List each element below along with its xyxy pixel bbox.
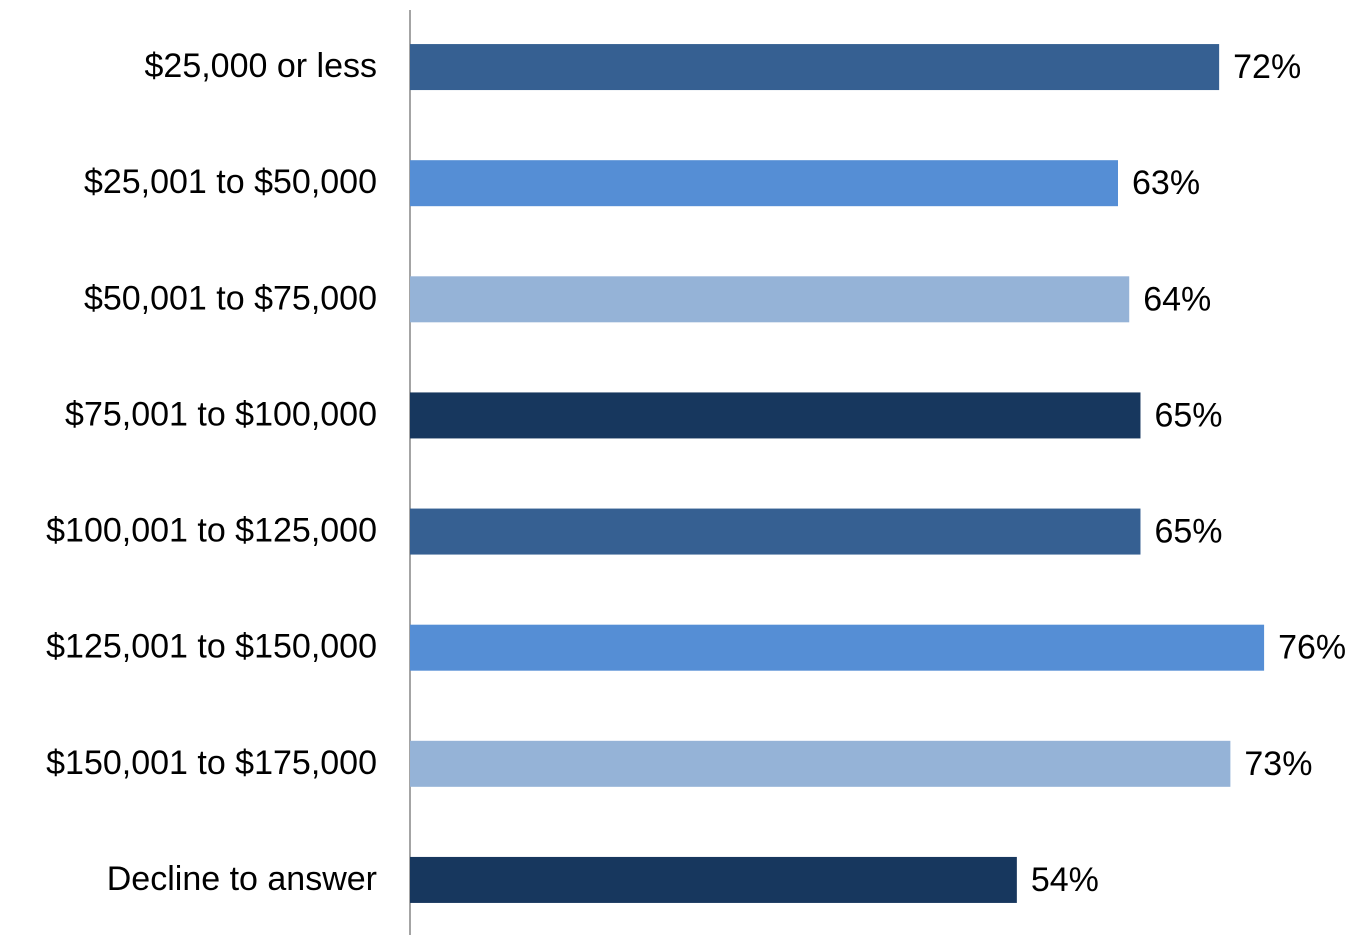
category-label: $150,001 to $175,000	[46, 744, 377, 782]
bar	[410, 740, 1231, 787]
category-label: $25,001 to $50,000	[84, 163, 377, 201]
bar	[410, 508, 1141, 555]
bar	[410, 160, 1118, 207]
value-label: 63%	[1132, 164, 1200, 202]
category-label: Decline to answer	[107, 860, 377, 898]
category-label: $75,001 to $100,000	[65, 395, 377, 433]
category-label: $25,000 or less	[145, 47, 378, 85]
value-label: 65%	[1154, 513, 1222, 551]
bar	[410, 856, 1017, 903]
bar	[410, 624, 1265, 671]
value-label: 76%	[1278, 629, 1346, 667]
bar	[410, 276, 1130, 323]
category-label: $50,001 to $75,000	[84, 279, 377, 317]
value-label: 64%	[1143, 280, 1211, 318]
value-label: 65%	[1154, 396, 1222, 434]
value-label: 73%	[1244, 745, 1312, 783]
value-label: 72%	[1233, 48, 1301, 86]
bar	[410, 44, 1220, 91]
bar	[410, 392, 1141, 439]
category-label: $125,001 to $150,000	[46, 628, 377, 666]
category-label: $100,001 to $125,000	[46, 512, 377, 550]
value-label: 54%	[1031, 861, 1099, 899]
